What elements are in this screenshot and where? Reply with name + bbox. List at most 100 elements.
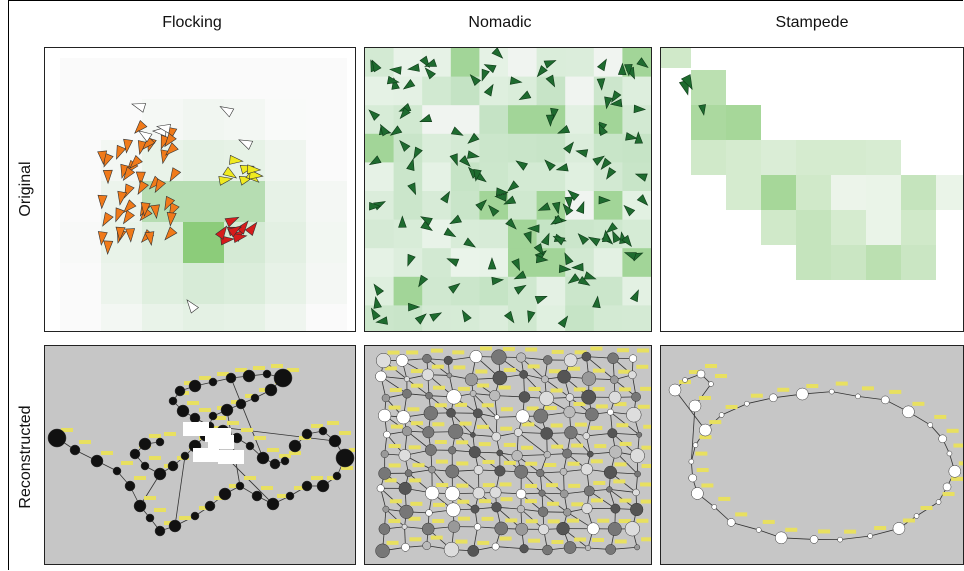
graph-node [378, 523, 391, 535]
agent-arrow-icon [617, 62, 627, 75]
graph-node [708, 381, 714, 387]
graph-node [634, 470, 641, 478]
graph-node [494, 465, 506, 477]
node-tag [435, 459, 448, 464]
graph-node [264, 383, 278, 397]
agent-arrow-icon [399, 107, 411, 120]
agent-arrow-icon [536, 65, 548, 78]
agent-arrow-icon [557, 315, 569, 329]
graph-node [301, 428, 313, 440]
node-tag [456, 483, 469, 488]
density-cell [593, 105, 623, 135]
graph-node [242, 369, 256, 383]
agent-arrow-icon [122, 209, 135, 225]
column-title-flocking: Flocking [162, 14, 222, 31]
node-tag [636, 364, 649, 369]
node-tag [254, 436, 266, 440]
node-tag [527, 364, 540, 369]
node-tag [500, 497, 513, 502]
node-tag [271, 364, 283, 368]
graph-node [425, 391, 433, 400]
node-tag [594, 444, 607, 449]
graph-node [610, 375, 619, 384]
density-cell [365, 248, 395, 278]
node-tag [526, 406, 539, 411]
density-cell [224, 181, 265, 222]
node-tag [592, 537, 605, 542]
density-cell [479, 133, 509, 163]
graph-node [262, 369, 272, 379]
node-tag [546, 483, 559, 488]
agent-arrow-icon [407, 182, 417, 196]
node-tag [550, 388, 563, 393]
density-cell [796, 140, 831, 175]
agent-arrow-icon [386, 75, 400, 85]
agent-arrow-icon [577, 233, 590, 245]
node-tag [478, 499, 491, 504]
node-tag [289, 451, 301, 455]
panel-reconstructed-nomadic [364, 345, 652, 565]
node-tag [431, 364, 444, 369]
agent-arrow-icon [600, 157, 612, 170]
node-tag [521, 445, 534, 450]
density-cell [901, 210, 936, 245]
node-tag [149, 456, 161, 460]
graph-node [515, 488, 527, 500]
graph-node [796, 387, 809, 401]
agent-arrow-icon [215, 225, 228, 240]
node-tag [432, 518, 445, 523]
agent-arrow-icon [407, 63, 420, 72]
node-tag [229, 484, 241, 488]
graph-node [491, 349, 507, 365]
agent-arrow-icon [123, 199, 137, 214]
node-tag [327, 421, 339, 425]
graph-node [332, 471, 342, 481]
agent-arrow-icon [575, 149, 589, 158]
graph-node [607, 428, 618, 439]
density-cell [593, 248, 623, 278]
agent-arrow-icon [140, 202, 151, 217]
node-tag [614, 462, 627, 467]
graph-node [559, 467, 568, 476]
graph-node [251, 490, 263, 502]
graph-node [581, 389, 597, 405]
density-cell [101, 263, 142, 304]
agent-arrow-icon [139, 207, 153, 222]
node-tag [525, 347, 538, 352]
graph-node [699, 423, 712, 437]
graph-node [829, 388, 835, 395]
agent-arrow-icon [369, 201, 382, 211]
graph-node [225, 372, 237, 384]
node-tag [456, 440, 469, 445]
graph-node [401, 542, 410, 552]
node-tag [406, 350, 419, 355]
density-cell [450, 48, 480, 78]
node-tag [573, 402, 586, 407]
graph-node [269, 458, 281, 470]
node-tag [327, 476, 339, 480]
density-cell [101, 304, 142, 331]
graph-node [607, 352, 619, 364]
graph-node [425, 509, 433, 517]
graph-node [422, 353, 432, 364]
graph-node [585, 407, 599, 422]
agent-arrow-icon [115, 207, 126, 223]
graph-node [129, 448, 141, 460]
agent-arrow-icon [483, 83, 494, 97]
node-tag [217, 372, 229, 376]
node-tag [144, 496, 156, 500]
graph-node [556, 521, 570, 536]
density-cell [142, 304, 183, 331]
graph-node [536, 468, 545, 478]
density-cell [306, 304, 347, 331]
agent-arrow-icon [562, 203, 574, 216]
graph-node [688, 399, 702, 413]
density-cell [224, 263, 265, 304]
density-cell [183, 263, 224, 304]
graph-node [446, 502, 461, 517]
graph-node [494, 521, 509, 536]
graph-node [563, 508, 572, 517]
agent-arrow-icon [440, 190, 451, 204]
graph-node [774, 531, 788, 545]
graph-node [537, 506, 549, 517]
